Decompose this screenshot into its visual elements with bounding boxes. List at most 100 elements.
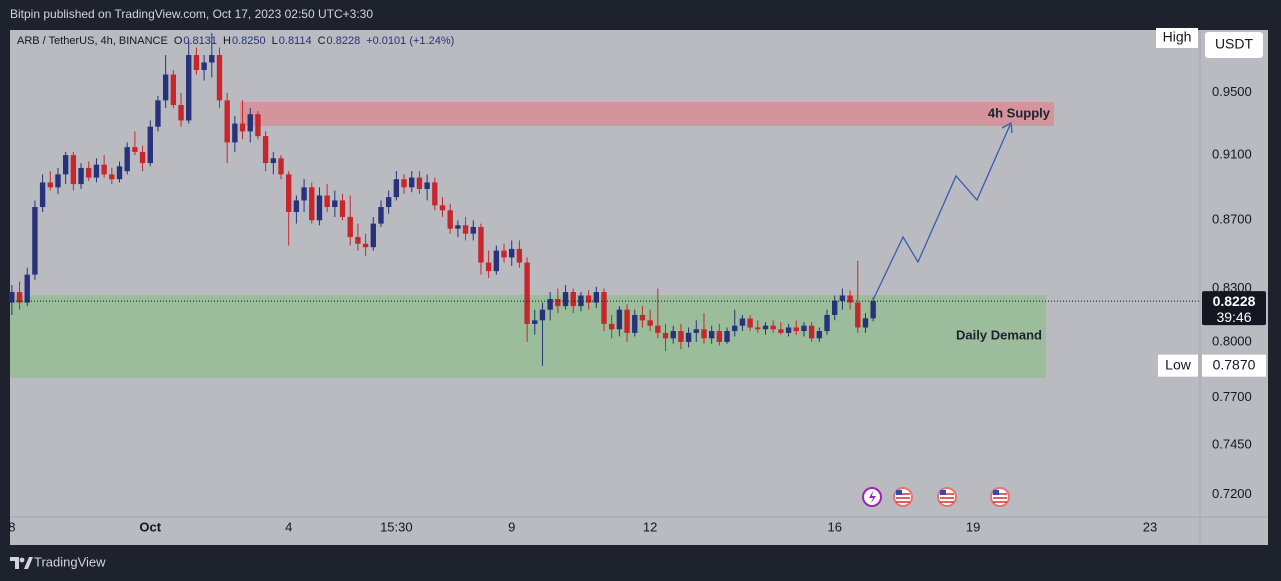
legend-symbol: ARB / TetherUS, 4h, BINANCE xyxy=(17,35,168,47)
candle-body xyxy=(370,223,376,248)
candle-body xyxy=(278,158,284,175)
candle-body xyxy=(116,166,123,180)
currency-button[interactable] xyxy=(1205,32,1263,58)
candle-body xyxy=(216,55,223,101)
x-tick-label: 19 xyxy=(966,519,980,534)
projection-path xyxy=(872,124,1011,301)
candle-body xyxy=(847,295,853,303)
footer-brand: TradingView xyxy=(34,554,106,569)
candle-body xyxy=(732,325,738,332)
candle-body xyxy=(255,114,261,137)
candle-body xyxy=(585,295,592,303)
y-tick-label: 0.8700 xyxy=(1212,212,1252,227)
candle-body xyxy=(316,195,323,221)
logo-part xyxy=(19,557,25,563)
candle-body xyxy=(201,62,207,71)
candle-body xyxy=(601,292,607,324)
event-icon-flag xyxy=(896,490,902,495)
x-tick-label: 4 xyxy=(285,519,292,534)
candle-body xyxy=(608,323,615,330)
candle-body xyxy=(24,274,30,303)
candle-body xyxy=(39,182,46,208)
candle-body xyxy=(9,292,15,303)
candle-body xyxy=(639,314,646,321)
candle-body xyxy=(855,302,861,328)
candle-body xyxy=(262,136,269,164)
legend-value: 0.8250 xyxy=(232,35,266,47)
countdown-label: 39:46 xyxy=(1216,309,1251,325)
last-price-label: 0.8228 xyxy=(1213,293,1256,309)
candle-body xyxy=(209,55,215,63)
candle-body xyxy=(347,216,353,238)
candle-body xyxy=(462,225,469,234)
candle-body xyxy=(516,248,523,263)
y-tick-label: 0.7450 xyxy=(1212,437,1252,452)
candle-body xyxy=(547,299,553,310)
candle-body xyxy=(324,195,330,208)
candle-body xyxy=(662,332,669,339)
event-icon-bolt xyxy=(869,491,876,503)
high-marker-box xyxy=(1156,28,1198,48)
candle-body xyxy=(716,331,723,342)
candle-body xyxy=(93,164,100,178)
candle-body xyxy=(401,179,407,188)
candle-body xyxy=(378,207,384,224)
legend-change: +0.0101 (+1.24%) xyxy=(366,35,454,47)
candle-body xyxy=(793,327,799,332)
demand-zone-label: Daily Demand xyxy=(956,327,1042,342)
candle-body xyxy=(870,301,876,319)
candle-body xyxy=(647,320,653,326)
legend-key: H xyxy=(223,35,231,47)
legend-value: 0.8131 xyxy=(183,35,217,47)
x-tick-label: 9 xyxy=(508,519,515,534)
candle-body xyxy=(139,151,146,164)
candle-body xyxy=(424,182,430,189)
candle-body xyxy=(762,325,769,330)
candle-body xyxy=(501,250,507,258)
candle-body xyxy=(593,292,600,303)
publisher-header: Bitpin published on TradingView.com, Oct… xyxy=(10,7,373,21)
candle-body xyxy=(824,314,830,332)
candle-body xyxy=(355,237,361,244)
candle-body xyxy=(655,325,661,333)
candle-body xyxy=(785,327,792,333)
event-icons xyxy=(862,487,1010,507)
candle-body xyxy=(770,325,776,330)
candle-body xyxy=(86,167,92,178)
candle-body xyxy=(239,123,246,132)
candle-body xyxy=(708,331,715,339)
candle-body xyxy=(385,197,392,208)
legend-value: 0.8228 xyxy=(327,35,361,47)
candle-body xyxy=(470,226,476,234)
candle-body xyxy=(332,200,338,208)
candle-body xyxy=(16,292,23,303)
candle-body xyxy=(286,174,292,212)
candle-body xyxy=(78,167,84,185)
candle-body xyxy=(509,248,515,258)
last-price-box xyxy=(1202,291,1266,326)
y-tick-label: 0.8000 xyxy=(1212,333,1252,348)
candle-body xyxy=(524,262,530,324)
candle-body xyxy=(447,210,453,229)
candle-body xyxy=(724,331,730,342)
candle-body xyxy=(778,329,784,333)
candle-body xyxy=(616,309,623,330)
candle-body xyxy=(147,126,153,164)
candle-body xyxy=(701,329,707,339)
candle-body xyxy=(562,292,569,307)
candle-body xyxy=(670,331,676,339)
candle-body xyxy=(455,225,461,229)
x-tick-label: 8 xyxy=(8,519,15,534)
candle-body xyxy=(416,177,423,189)
event-icon-flag xyxy=(940,490,946,495)
candle-body xyxy=(624,309,630,333)
legend-key: L xyxy=(272,35,278,47)
candle-body xyxy=(247,114,253,132)
candle-body xyxy=(478,226,484,263)
candle-body xyxy=(309,187,315,221)
candle-body xyxy=(839,295,846,301)
currency-label[interactable]: USDT xyxy=(1215,36,1254,52)
y-tick-label: 0.7200 xyxy=(1212,486,1252,501)
